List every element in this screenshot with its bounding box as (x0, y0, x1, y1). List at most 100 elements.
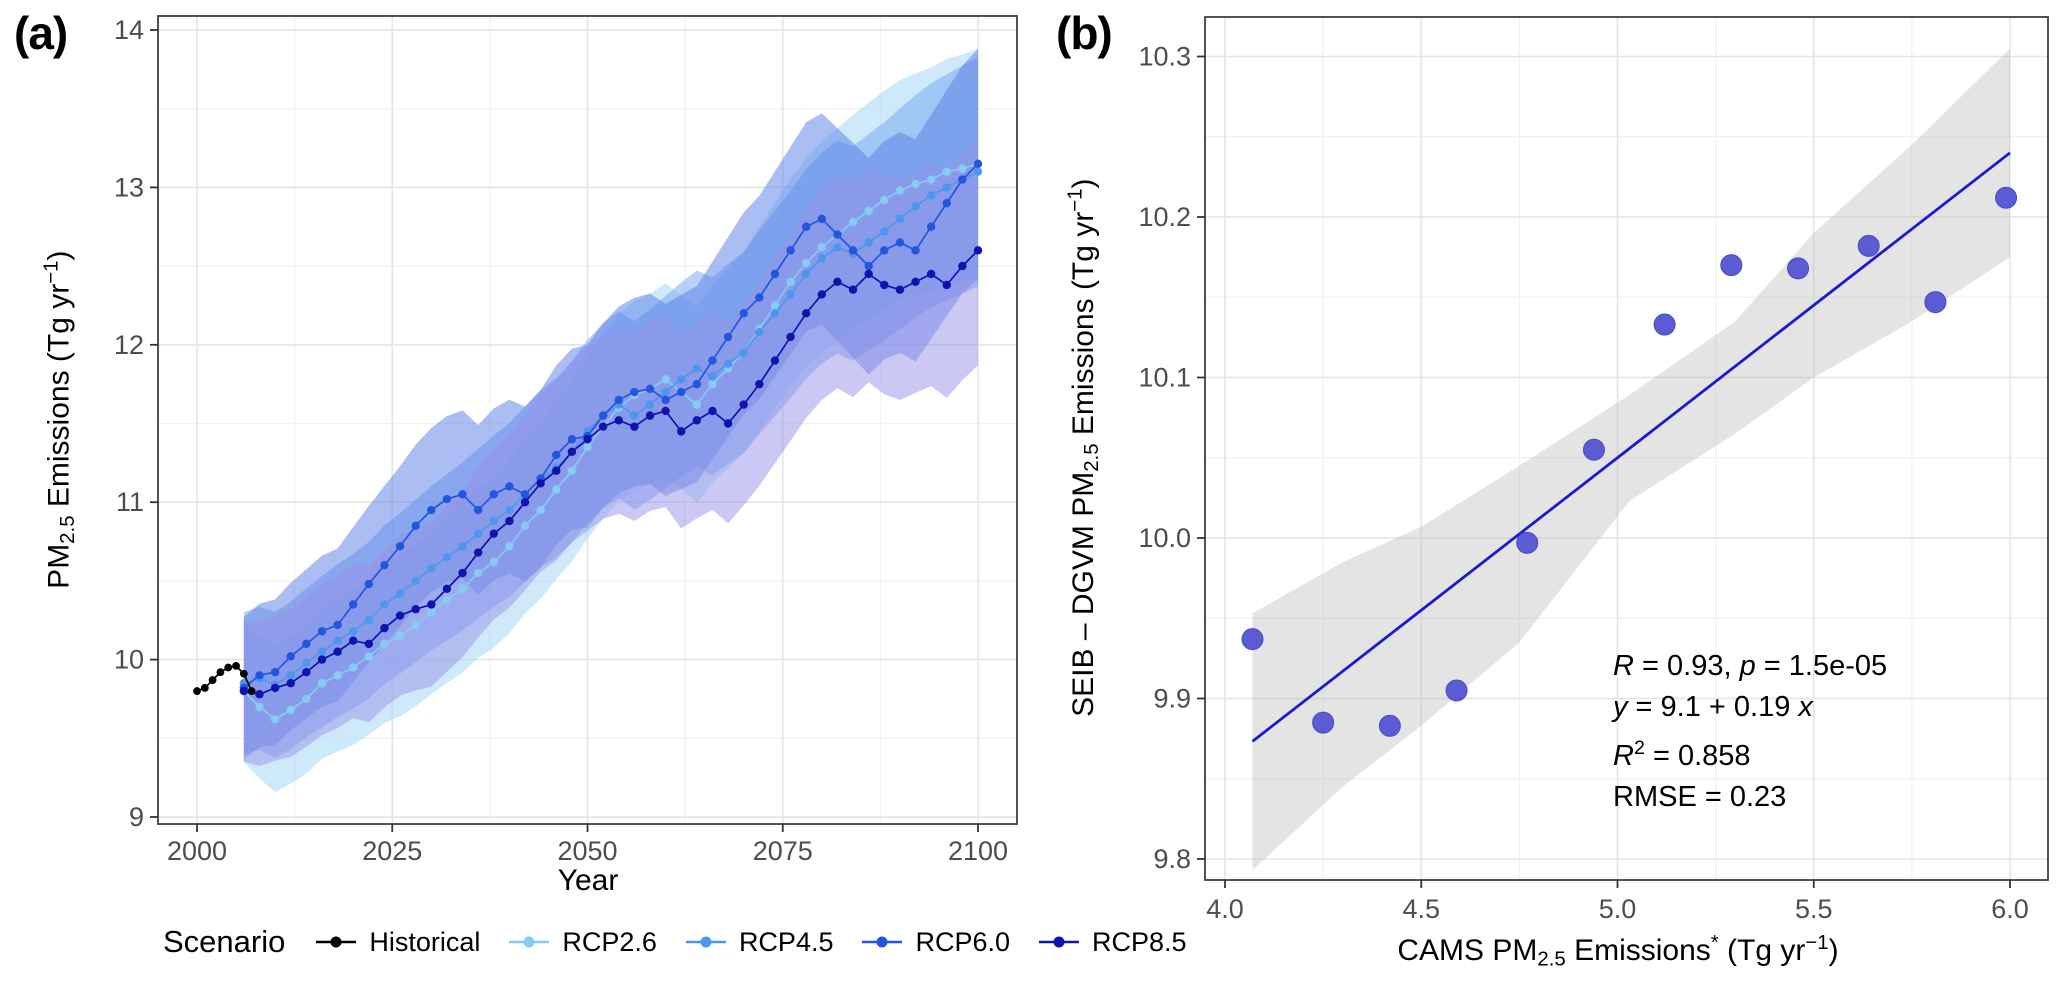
scatter-point (1857, 234, 1880, 257)
series-rcp8.5 (239, 246, 983, 699)
legend-title: Scenario (163, 924, 286, 959)
confidence-band (1252, 48, 2010, 871)
y-tick-label: 9.8 (1153, 844, 1191, 874)
y-tick-label: 10.3 (1138, 42, 1191, 72)
scatter-points (1241, 186, 2018, 737)
scenario-legend: Scenario Historical RCP2.6 RCP4.5 RCP6.0 RCP… (163, 924, 1187, 960)
x-tick-label: 2100 (948, 836, 1008, 866)
stats-line-r-squared: R2 = 0.858 (1613, 728, 1887, 777)
x-tick-label: 2025 (362, 836, 422, 866)
stat-y-symbol: y (1613, 691, 1628, 723)
legend-item-rcp26: RCP2.6 (506, 927, 657, 958)
legend-item-rcp45: RCP4.5 (683, 926, 834, 958)
x-title-superscript: −1 (1805, 932, 1829, 954)
x-title-subscript: 2.5 (1537, 948, 1566, 971)
y-tick-label: 10.2 (1138, 202, 1191, 232)
legend-item-label: RCP8.5 (1092, 926, 1187, 957)
legend-key-icon (1039, 936, 1080, 948)
y-tick-label: 9.9 (1153, 684, 1191, 714)
stat-p-value: = 1.5e-05 (1755, 650, 1888, 682)
x-tick-label: 5.0 (1599, 894, 1637, 924)
scatter-point (1995, 186, 2018, 209)
x-title-text: CAMS PM (1397, 934, 1538, 968)
stat-r2-symbol: R (1613, 739, 1634, 772)
series-rcp2.6 (239, 159, 983, 724)
scatter-point (1924, 291, 1947, 314)
scatter-point (1445, 679, 1468, 702)
panel-a-chart: 2000 2025 2050 2075 2100 9 10 11 12 13 14 (114, 15, 1018, 866)
stat-r-symbol: R (1613, 650, 1634, 682)
scatter-point (1516, 531, 1539, 554)
x-title-text: Emissions (1565, 934, 1711, 968)
y-title-text: ) (1066, 178, 1100, 189)
x-tick-label: 4.0 (1206, 894, 1244, 924)
panel-b-border (1204, 16, 2049, 881)
x-tick-label: 5.5 (1795, 894, 1833, 924)
panel-b-axis-ticks: 4.0 4.5 5.0 5.5 6.0 9.8 9.9 10.0 10.1 10.2 10.3 (1138, 42, 2028, 925)
legend-item-label: Historical (369, 926, 481, 957)
y-title-superscript: −1 (1064, 188, 1087, 213)
legend-key-icon (685, 936, 726, 948)
x-tick-label: 2075 (753, 836, 813, 866)
scatter-point (1582, 438, 1605, 461)
stat-rmse-value: RMSE = 0.23 (1613, 780, 1787, 813)
panel-b-x-axis-title: CAMS PM2.5 Emissions* (Tg yr−1) (1397, 932, 1838, 971)
legend-items: Historical RCP2.6 RCP4.5 RCP6.0 RCP8.5 (313, 926, 1187, 958)
scatter-point (1653, 313, 1676, 336)
y-title-subscript: 2.5 (56, 515, 79, 545)
y-title-text: SEIB – DGVM PM (1066, 472, 1100, 718)
stat-p-symbol: p (1739, 650, 1756, 682)
x-tick-label: 6.0 (1991, 894, 2029, 924)
stat-r2-value: = 0.858 (1644, 739, 1751, 772)
stat-equation-value: = 9.1 + 0.19 (1627, 691, 1799, 723)
series-rcp6.0 (239, 159, 983, 693)
y-tick-label: 11 (116, 487, 144, 517)
legend-item-label: RCP4.5 (738, 926, 834, 957)
panel-a-axis-ticks: 2000 2025 2050 2075 2100 9 10 11 12 13 14 (114, 15, 1008, 866)
stat-r-value: = 0.93, (1633, 650, 1740, 682)
scatter-point (1312, 711, 1335, 734)
series-historical (193, 661, 256, 695)
legend-item-label: RCP6.0 (915, 926, 1011, 957)
x-tick-label: 4.5 (1402, 894, 1440, 924)
stats-line-rmse: RMSE = 0.23 (1613, 777, 1887, 818)
stat-r2-exponent: 2 (1633, 737, 1645, 759)
y-tick-label: 9 (129, 802, 144, 832)
y-title-subscript: 2.5 (1080, 443, 1103, 473)
y-tick-label: 10.0 (1138, 523, 1191, 553)
panel-b-gridlines (1205, 17, 2048, 880)
legend-item-label: RCP2.6 (562, 926, 657, 957)
x-title-text: (Tg yr (1718, 934, 1806, 968)
x-tick-label: 2000 (167, 836, 227, 866)
stats-line-equation: y = 9.1 + 0.19 x (1613, 687, 1887, 728)
legend-key-icon (316, 936, 357, 948)
y-tick-label: 10.1 (1138, 363, 1191, 393)
legend-item-historical: Historical (313, 927, 480, 958)
regression-stats: R = 0.93, p = 1.5e-05 y = 9.1 + 0.19 x R… (1613, 646, 1887, 818)
y-tick-label: 12 (114, 330, 144, 360)
y-title-text: Emissions (Tg yr (1066, 212, 1100, 444)
legend-item-rcp60: RCP6.0 (859, 927, 1010, 958)
panel-b-label: (b) (1056, 7, 1113, 59)
stats-line-correlation: R = 0.93, p = 1.5e-05 (1613, 646, 1887, 687)
y-tick-label: 13 (114, 172, 144, 202)
panel-b-chart: 4.0 4.5 5.0 5.5 6.0 9.8 9.9 10.0 10.1 10.2 10.3 (1138, 16, 2049, 925)
scatter-point (1720, 254, 1743, 277)
y-tick-label: 14 (114, 15, 144, 45)
x-title-asterisk: * (1710, 932, 1719, 954)
x-tick-label: 2050 (557, 836, 617, 866)
y-title-text: PM (42, 544, 76, 590)
stat-x-symbol: x (1798, 691, 1813, 723)
y-tick-label: 10 (114, 645, 144, 675)
x-title-text: ) (1828, 934, 1839, 968)
scatter-point (1241, 628, 1264, 651)
legend-item-rcp85: RCP8.5 (1036, 927, 1187, 958)
y-title-superscript: −1 (40, 260, 63, 285)
regression-line (1251, 151, 2011, 743)
y-title-text: Emissions (Tg yr (42, 284, 76, 516)
scenario-ribbons (243, 48, 979, 793)
legend-key-icon (862, 936, 903, 948)
legend-key-icon (509, 936, 550, 948)
panel-a-label: (a) (14, 7, 68, 59)
panel-a-x-axis-title: Year (557, 864, 619, 897)
